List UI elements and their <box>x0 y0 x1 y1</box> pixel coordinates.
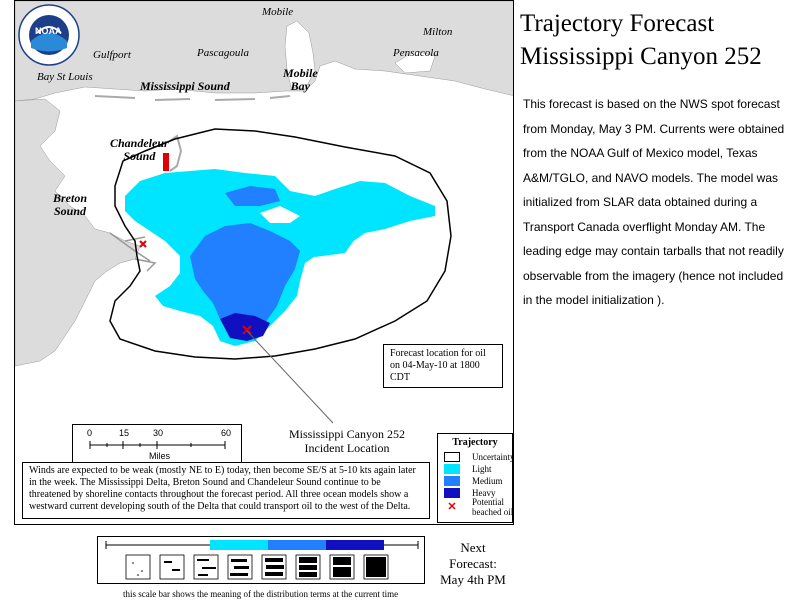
distribution-scale-bar <box>97 536 425 584</box>
legend-title: Trajectory <box>452 437 498 448</box>
scale-tick: 60 <box>221 428 232 438</box>
scale-ruler <box>89 441 226 449</box>
forecast-location-box: Forecast location for oil on 04-May-10 a… <box>383 344 503 388</box>
land-north <box>15 1 513 102</box>
incident-label-line1: Mississippi Canyon 252 <box>288 427 405 441</box>
legend-beached-line1: Potential <box>472 496 504 507</box>
legend-label: Uncertainty <box>472 452 514 462</box>
legend-swatch <box>444 452 460 462</box>
incident-marker <box>242 325 252 335</box>
uncertainty-boundary <box>109 128 452 360</box>
legend-item-light: Light <box>444 464 492 474</box>
pensacola-bay-water <box>394 50 436 74</box>
scale-tick: 30 <box>153 428 164 438</box>
label-milton: Milton <box>423 26 453 38</box>
next-forecast-line1: Next <box>460 540 486 555</box>
legend-item-medium: Medium <box>444 476 503 486</box>
next-forecast-line2: Forecast: <box>449 556 497 571</box>
legend-label: Heavy <box>472 488 496 498</box>
legend-swatch <box>444 488 460 498</box>
label-mississippi-sound: Mississippi Sound <box>140 79 230 93</box>
label-breton-sound: Breton Sound <box>53 192 87 218</box>
label-breton-line1: Breton <box>53 191 88 205</box>
legend-item-beached: ✕ Potential beached oil <box>444 497 513 517</box>
beached-x-icon: ✕ <box>447 501 457 513</box>
forecast-location-line2: on 04-May-10 at 1800 CDT <box>390 360 480 383</box>
label-breton-line2: Sound <box>53 204 87 218</box>
title-line-2: Mississippi Canyon 252 <box>520 43 762 70</box>
legend-label: Light <box>472 464 492 474</box>
label-pascagoula: Pascagoula <box>197 47 249 59</box>
scale-unit: Miles <box>149 451 171 461</box>
light-oil-patch <box>295 229 355 257</box>
legend-label: Medium <box>472 476 503 486</box>
trajectory-legend: Trajectory Uncertainty Light Medium Heav… <box>437 433 513 523</box>
barrier-islands <box>94 95 291 101</box>
scale-tick: 15 <box>119 428 130 438</box>
chandeleur-islands <box>169 134 183 172</box>
trajectory-map: NOAA Mobile Milton Gulfport Pascagoula P… <box>14 0 514 525</box>
label-mobile-city: Mobile <box>262 6 294 18</box>
distribution-bar-caption: this scale bar shows the meaning of the … <box>123 589 399 599</box>
label-chandeleur-line2: Sound <box>123 149 156 163</box>
legend-swatch <box>444 476 460 486</box>
incident-leader-line <box>246 330 334 424</box>
scale-bar: 0 15 30 60 Miles <box>72 424 242 464</box>
beached-oil-markers <box>139 153 169 248</box>
legend-item-heavy: Heavy <box>444 488 496 498</box>
title-line-1: Trajectory Forecast <box>520 10 715 37</box>
forecast-location-line1: Forecast location for oil <box>390 348 486 359</box>
label-gulfport: Gulfport <box>93 49 131 61</box>
mobile-bay-water <box>284 20 316 90</box>
legend-item-uncertainty: Uncertainty <box>444 452 513 462</box>
label-mobile-bay-line2: Bay <box>290 79 310 93</box>
legend-beached-label: Potential beached oil <box>472 497 513 517</box>
noaa-logo: NOAA <box>17 3 81 67</box>
delta-fingers <box>109 232 157 272</box>
next-forecast-line3: May 4th PM <box>440 572 506 587</box>
label-pensacola: Pensacola <box>393 47 439 59</box>
incident-label-line2: Incident Location <box>304 441 390 455</box>
scale-tick: 0 <box>87 428 93 438</box>
medium-oil-region <box>190 223 300 333</box>
label-bay-st-louis: Bay St Louis <box>37 71 93 83</box>
map-canvas <box>15 1 513 424</box>
next-forecast: Next Forecast: May 4th PM <box>428 540 518 588</box>
legend-swatch <box>444 464 460 474</box>
distribution-bar-graphic <box>105 540 419 580</box>
winds-note: Winds are expected to be weak (mostly NE… <box>22 462 430 519</box>
medium-oil-patch <box>225 186 280 206</box>
clear-water-hole <box>260 206 300 223</box>
logo-text: NOAA <box>35 26 62 36</box>
forecast-description: This forecast is based on the NWS spot f… <box>523 97 785 307</box>
incident-label: Mississippi Canyon 252 Incident Location <box>277 427 417 455</box>
legend-beached-line2: beached oil <box>472 506 514 517</box>
label-chandeleur-sound: Chandeleur Sound <box>110 137 169 163</box>
label-chandeleur-line1: Chandeleur <box>110 136 169 150</box>
label-mobile-bay-line1: Mobile <box>283 66 318 80</box>
label-mobile-bay: Mobile Bay <box>283 67 318 93</box>
